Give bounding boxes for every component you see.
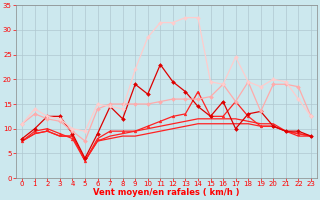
X-axis label: Vent moyen/en rafales ( km/h ): Vent moyen/en rafales ( km/h ) xyxy=(93,188,240,197)
